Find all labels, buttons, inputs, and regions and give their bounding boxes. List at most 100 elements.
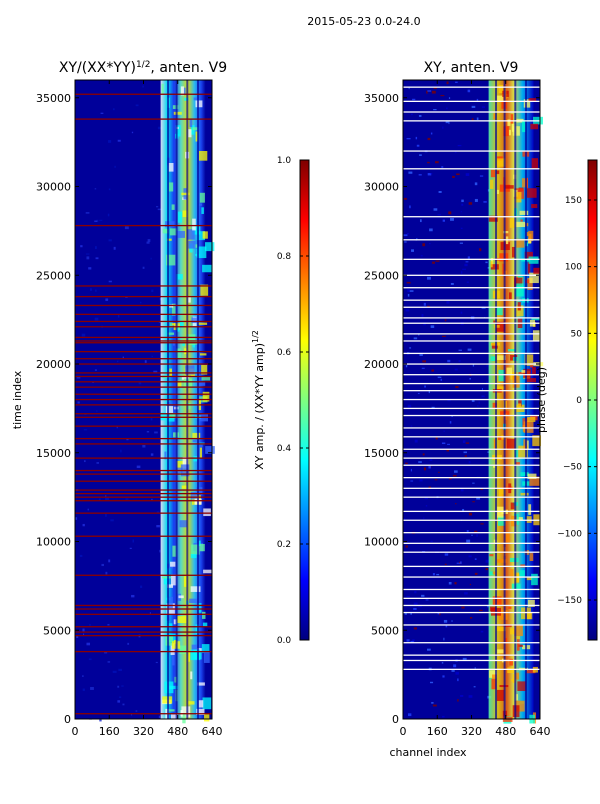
texture-speck xyxy=(452,175,455,178)
texture-speck xyxy=(474,667,476,669)
heatmap-cell xyxy=(526,440,529,450)
texture-speck xyxy=(450,282,454,285)
heatmap-cell xyxy=(182,210,188,218)
flagged-row xyxy=(75,404,212,406)
heatmap-cell xyxy=(529,476,540,486)
flagged-row xyxy=(75,480,212,482)
heatmap-cell xyxy=(516,639,520,651)
texture-speck xyxy=(451,670,455,672)
texture-speck xyxy=(466,539,471,543)
heatmap-cell xyxy=(200,284,209,296)
texture-speck xyxy=(122,356,125,359)
texture-speck xyxy=(424,497,428,500)
heatmap-cell xyxy=(515,221,526,228)
texture-speck xyxy=(446,81,449,85)
texture-speck xyxy=(476,405,479,407)
texture-speck xyxy=(428,390,431,394)
texture-speck xyxy=(422,453,425,456)
heatmap-cell xyxy=(190,586,201,592)
texture-speck xyxy=(85,253,90,255)
heatmap-cell xyxy=(514,672,520,680)
texture-speck xyxy=(157,208,162,211)
heatmap-cell xyxy=(199,192,205,203)
flagged-row xyxy=(75,416,212,418)
heatmap-cell xyxy=(203,508,211,517)
texture-speck xyxy=(455,671,459,675)
flagged-row xyxy=(403,168,540,170)
texture-speck xyxy=(75,517,78,520)
x-tick-label: 0 xyxy=(400,725,407,738)
texture-speck xyxy=(462,440,466,443)
amplitude-panel-title: XY/(XX*YY)1/2, anten. V9 xyxy=(59,60,227,76)
texture-speck xyxy=(461,271,463,274)
amplitude-flagged-rows xyxy=(75,93,212,715)
flagged-row xyxy=(75,320,212,323)
texture-speck xyxy=(454,368,458,371)
texture-speck xyxy=(411,113,413,116)
texture-speck xyxy=(419,354,423,356)
heatmap-cell xyxy=(202,391,210,402)
flagged-row xyxy=(75,350,212,353)
heatmap-cell xyxy=(205,446,215,454)
heatmap-cell xyxy=(490,356,496,362)
heatmap-cell xyxy=(200,444,203,448)
heatmap-cell xyxy=(510,628,515,635)
heatmap-cell xyxy=(171,204,175,210)
amplitude-y-axis-label: time index xyxy=(11,370,24,429)
heatmap-cell xyxy=(197,322,208,325)
heatmap-cell xyxy=(532,330,541,341)
texture-speck xyxy=(439,613,441,616)
texture-speck xyxy=(485,559,490,563)
texture-speck xyxy=(131,714,133,716)
texture-speck xyxy=(433,109,437,111)
heatmap-cell xyxy=(162,576,172,579)
heatmap-cell xyxy=(167,584,174,588)
heatmap-cell xyxy=(179,520,187,528)
flagged-row xyxy=(403,111,540,113)
texture-speck xyxy=(454,151,457,153)
texture-speck xyxy=(407,713,412,717)
texture-speck xyxy=(136,465,141,469)
heatmap-cell xyxy=(526,378,536,383)
heatmap-cell xyxy=(194,244,198,248)
heatmap-cell xyxy=(504,638,507,643)
flagged-row xyxy=(75,574,212,576)
texture-speck xyxy=(142,444,146,448)
x-tick-label: 480 xyxy=(495,725,516,738)
flagged-row xyxy=(75,386,212,388)
texture-speck xyxy=(113,108,115,111)
flagged-row xyxy=(75,473,212,475)
texture-speck xyxy=(404,611,407,615)
flagged-row xyxy=(403,464,540,466)
texture-speck xyxy=(476,533,478,537)
texture-speck xyxy=(418,461,422,463)
texture-speck xyxy=(462,657,467,661)
texture-speck xyxy=(405,365,408,368)
heatmap-cell xyxy=(491,343,498,349)
flagged-row xyxy=(403,604,540,607)
heatmap-cell xyxy=(511,679,517,682)
texture-speck xyxy=(131,594,135,598)
heatmap-cell xyxy=(196,708,205,715)
colorbar-tick-label: 0.2 xyxy=(277,540,291,550)
heatmap-cell xyxy=(168,162,174,172)
texture-speck xyxy=(448,97,451,99)
texture-speck xyxy=(151,355,153,358)
texture-speck xyxy=(139,301,142,304)
texture-speck xyxy=(449,421,452,424)
flagged-row xyxy=(403,668,540,670)
flagged-row xyxy=(403,86,540,88)
flagged-row xyxy=(75,443,212,445)
heatmap-cell xyxy=(510,502,515,510)
texture-speck xyxy=(407,293,410,297)
flagged-row xyxy=(75,336,212,339)
texture-speck xyxy=(427,161,430,164)
heatmap-cell xyxy=(509,218,515,228)
texture-speck xyxy=(441,166,444,168)
texture-speck xyxy=(83,460,86,463)
flagged-row xyxy=(403,487,540,489)
heatmap-cell xyxy=(525,516,532,523)
heatmap-cell xyxy=(489,571,494,576)
texture-speck xyxy=(474,558,477,560)
flagged-row xyxy=(403,457,540,459)
